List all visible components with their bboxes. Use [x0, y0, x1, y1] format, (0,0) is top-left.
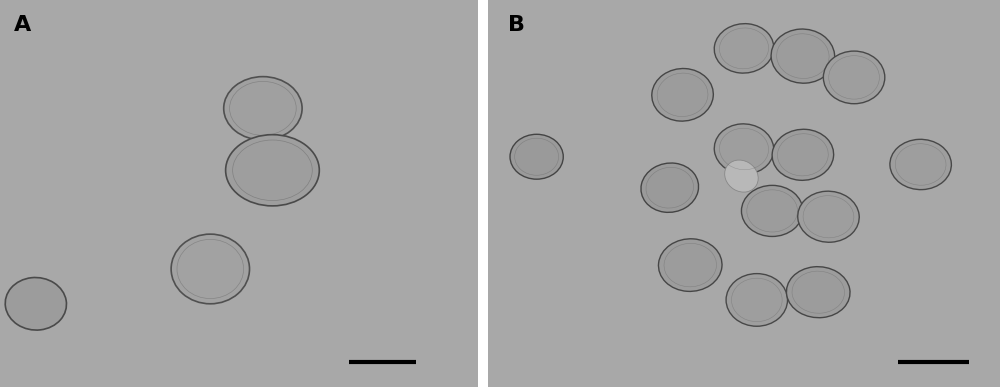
Ellipse shape — [658, 239, 722, 291]
Ellipse shape — [641, 163, 699, 212]
Ellipse shape — [224, 77, 302, 140]
Text: B: B — [508, 15, 525, 36]
Ellipse shape — [226, 135, 319, 206]
Ellipse shape — [741, 185, 803, 236]
Ellipse shape — [725, 160, 758, 192]
Ellipse shape — [5, 277, 66, 330]
Ellipse shape — [798, 191, 859, 242]
Ellipse shape — [772, 129, 834, 180]
Ellipse shape — [786, 267, 850, 318]
Ellipse shape — [771, 29, 835, 83]
Ellipse shape — [823, 51, 885, 104]
Ellipse shape — [714, 24, 774, 73]
Ellipse shape — [510, 134, 563, 179]
Ellipse shape — [652, 68, 713, 121]
Text: A: A — [14, 15, 32, 36]
Ellipse shape — [171, 234, 250, 304]
Ellipse shape — [714, 124, 774, 174]
Ellipse shape — [726, 274, 788, 326]
Ellipse shape — [890, 139, 951, 190]
